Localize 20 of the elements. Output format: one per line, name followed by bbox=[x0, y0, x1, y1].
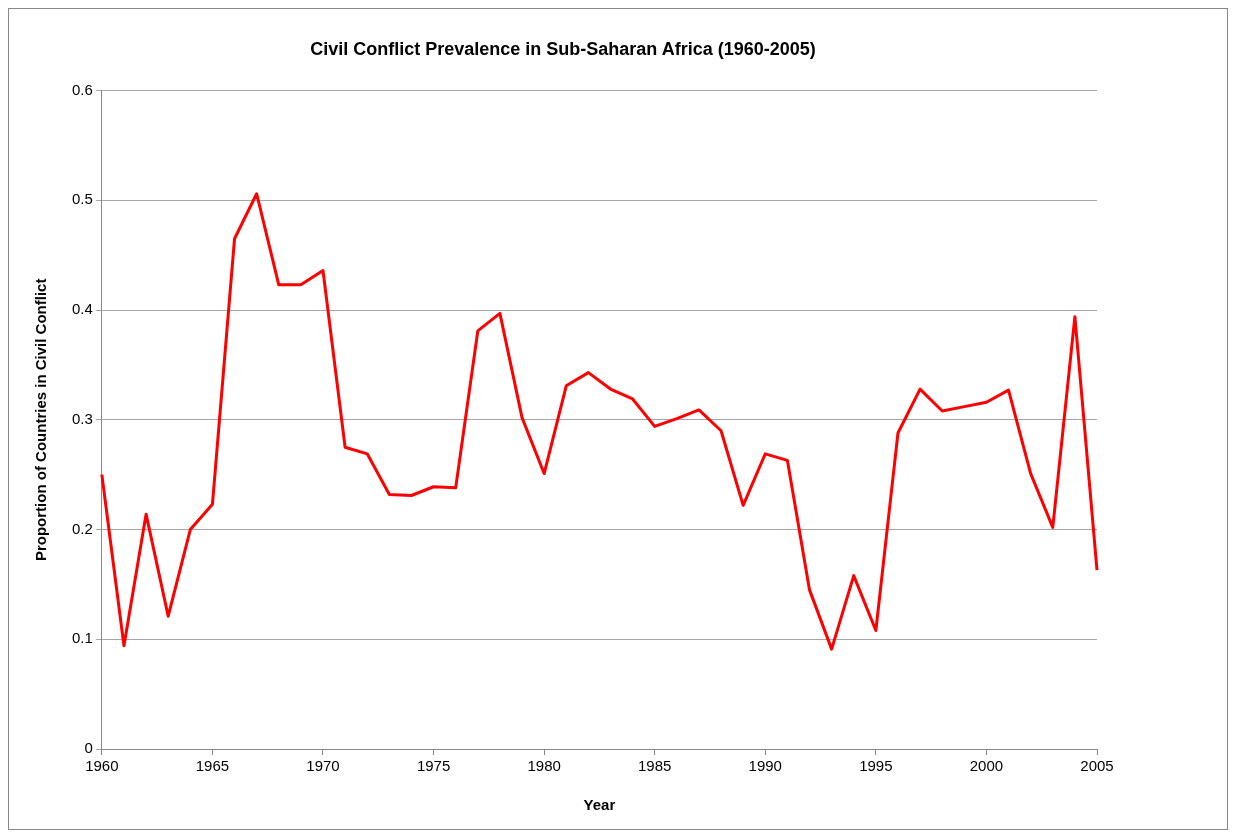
x-tick-label: 1960 bbox=[85, 757, 119, 775]
x-tick-label: 1985 bbox=[638, 757, 672, 775]
x-tick-label: 1975 bbox=[416, 757, 451, 775]
y-tick-label: 0.5 bbox=[71, 190, 93, 208]
x-tick-label: 1990 bbox=[748, 757, 782, 775]
chart-title: Civil Conflict Prevalence in Sub-Saharan Africa (1960-2005) bbox=[310, 38, 816, 59]
x-tick-label: 2000 bbox=[969, 757, 1004, 775]
y-tick-label: 0.3 bbox=[71, 409, 93, 427]
y-tick-label: 0.2 bbox=[71, 519, 93, 537]
y-axis-title: Proportion of Countries in Civil Conflict bbox=[32, 278, 50, 562]
y-tick-label: 0 bbox=[84, 739, 93, 757]
x-tick-label: 1970 bbox=[306, 757, 340, 775]
y-tick-label: 0.1 bbox=[71, 629, 93, 647]
x-axis-title: Year bbox=[583, 796, 616, 814]
x-tick-label: 2005 bbox=[1080, 757, 1114, 775]
x-tick-label: 1995 bbox=[859, 757, 893, 775]
x-tick-label: 1980 bbox=[527, 757, 561, 775]
y-tick-label: 0.4 bbox=[71, 300, 93, 318]
y-tick-label: 0.6 bbox=[71, 80, 93, 98]
x-tick-label: 1965 bbox=[195, 757, 230, 775]
